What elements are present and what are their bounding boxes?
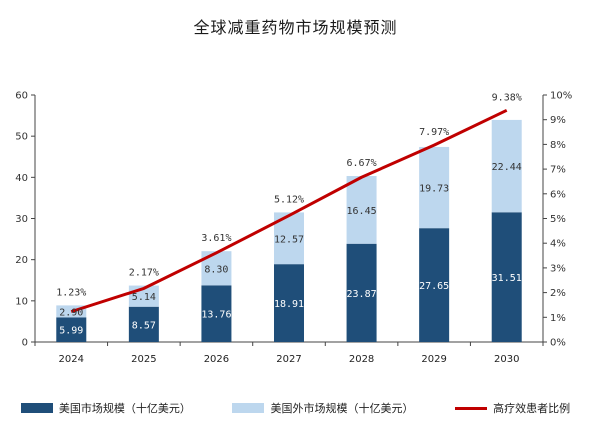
x-tick-label: 2030	[494, 354, 519, 365]
y-left-tick-label: 40	[15, 173, 28, 184]
y-right-tick-label: 0%	[550, 338, 566, 349]
legend-swatch-us	[20, 403, 53, 413]
legend-label-us: 美国市场规模（十亿美元）	[58, 402, 191, 415]
y-right-tick-label: 5%	[550, 214, 566, 225]
bar-label-non-us: 19.73	[419, 184, 449, 195]
line-point-label: 6.67%	[347, 158, 377, 169]
bar-us	[419, 228, 450, 342]
bar-us	[56, 317, 87, 342]
legend-item-us: 美国市场规模（十亿美元）	[20, 400, 191, 416]
bar-label-non-us: 2.90	[59, 307, 83, 318]
bar-label-us: 31.51	[492, 273, 522, 284]
chart-title: 全球减重药物市场规模预测	[193, 18, 398, 37]
y-right-tick-label: 9%	[550, 115, 566, 126]
bar-label-non-us: 16.45	[347, 206, 377, 217]
line-efficacy-share	[70, 108, 508, 314]
x-tick-label: 2025	[131, 354, 156, 365]
legend: 美国市场规模（十亿美元） 美国外市场规模（十亿美元） 高疗效患者比例	[0, 400, 591, 416]
y-left-tick-label: 10	[15, 296, 28, 307]
legend-label-line: 高疗效患者比例	[493, 402, 571, 415]
legend-label-non-us: 美国外市场规模（十亿美元）	[270, 402, 414, 415]
bars	[56, 119, 522, 342]
bar-us	[128, 306, 159, 342]
y-right-tick-label: 6%	[550, 189, 566, 200]
stacked-bar-line-chart: 01020304050600%1%2%3%4%5%6%7%8%9%10%2024…	[15, 91, 572, 366]
bar-label-non-us: 22.44	[492, 162, 522, 173]
legend-swatch-line	[455, 406, 488, 410]
bar-non-us	[346, 176, 377, 244]
x-tick-label: 2026	[204, 354, 229, 365]
bar-label-us: 13.76	[201, 310, 231, 321]
legend-item-line: 高疗效患者比例	[455, 400, 570, 416]
y-left-tick-label: 20	[15, 255, 28, 266]
bar-label-us: 23.87	[347, 289, 377, 300]
x-tick-label: 2024	[59, 354, 84, 365]
x-tick-label: 2029	[421, 354, 446, 365]
line-point-label: 1.23%	[56, 287, 86, 298]
line-point-label: 2.17%	[129, 268, 159, 279]
data-labels: 5.99 2.90 8.57 5.14 13.76 8.30 18.91 12.57 23.87…	[56, 92, 522, 336]
y-left-tick-label: 0	[22, 338, 28, 349]
y-left-tick-label: 60	[15, 91, 28, 102]
y-right-tick-label: 10%	[550, 91, 572, 102]
line-series	[70, 108, 508, 314]
bar-label-us: 27.65	[419, 281, 449, 292]
bar-us	[274, 264, 304, 342]
bar-label-non-us: 12.57	[274, 234, 304, 245]
bar-label-us: 5.99	[59, 326, 83, 337]
line-point-label: 7.97%	[419, 127, 449, 138]
y-right-tick-label: 2%	[550, 288, 566, 299]
bar-label-non-us: 5.14	[132, 292, 156, 303]
bar-label-us: 18.91	[274, 299, 304, 310]
bar-us	[491, 212, 522, 342]
y-left-tick-label: 50	[15, 132, 28, 143]
y-right-tick-label: 3%	[550, 263, 566, 274]
line-point-label: 5.12%	[274, 194, 304, 205]
bar-non-us	[491, 119, 522, 213]
y-left-tick-label: 30	[15, 214, 28, 225]
legend-item-non-us: 美国外市场规模（十亿美元）	[232, 400, 413, 416]
x-tick-label: 2027	[276, 354, 301, 365]
y-right-tick-label: 8%	[550, 140, 566, 151]
axes: 01020304050600%1%2%3%4%5%6%7%8%9%10%2024…	[15, 91, 572, 366]
legend-swatch-non-us	[232, 403, 265, 413]
y-right-tick-label: 1%	[550, 313, 566, 324]
line-point-label: 3.61%	[201, 233, 231, 244]
bar-us	[346, 243, 377, 342]
bar-label-non-us: 8.30	[204, 264, 228, 275]
bar-us	[201, 285, 232, 342]
y-right-tick-label: 4%	[550, 239, 566, 250]
bar-label-us: 8.57	[132, 320, 156, 331]
x-tick-label: 2028	[349, 354, 374, 365]
bar-non-us	[419, 146, 450, 229]
line-point-label: 9.38%	[492, 92, 522, 103]
y-right-tick-label: 7%	[550, 165, 566, 176]
